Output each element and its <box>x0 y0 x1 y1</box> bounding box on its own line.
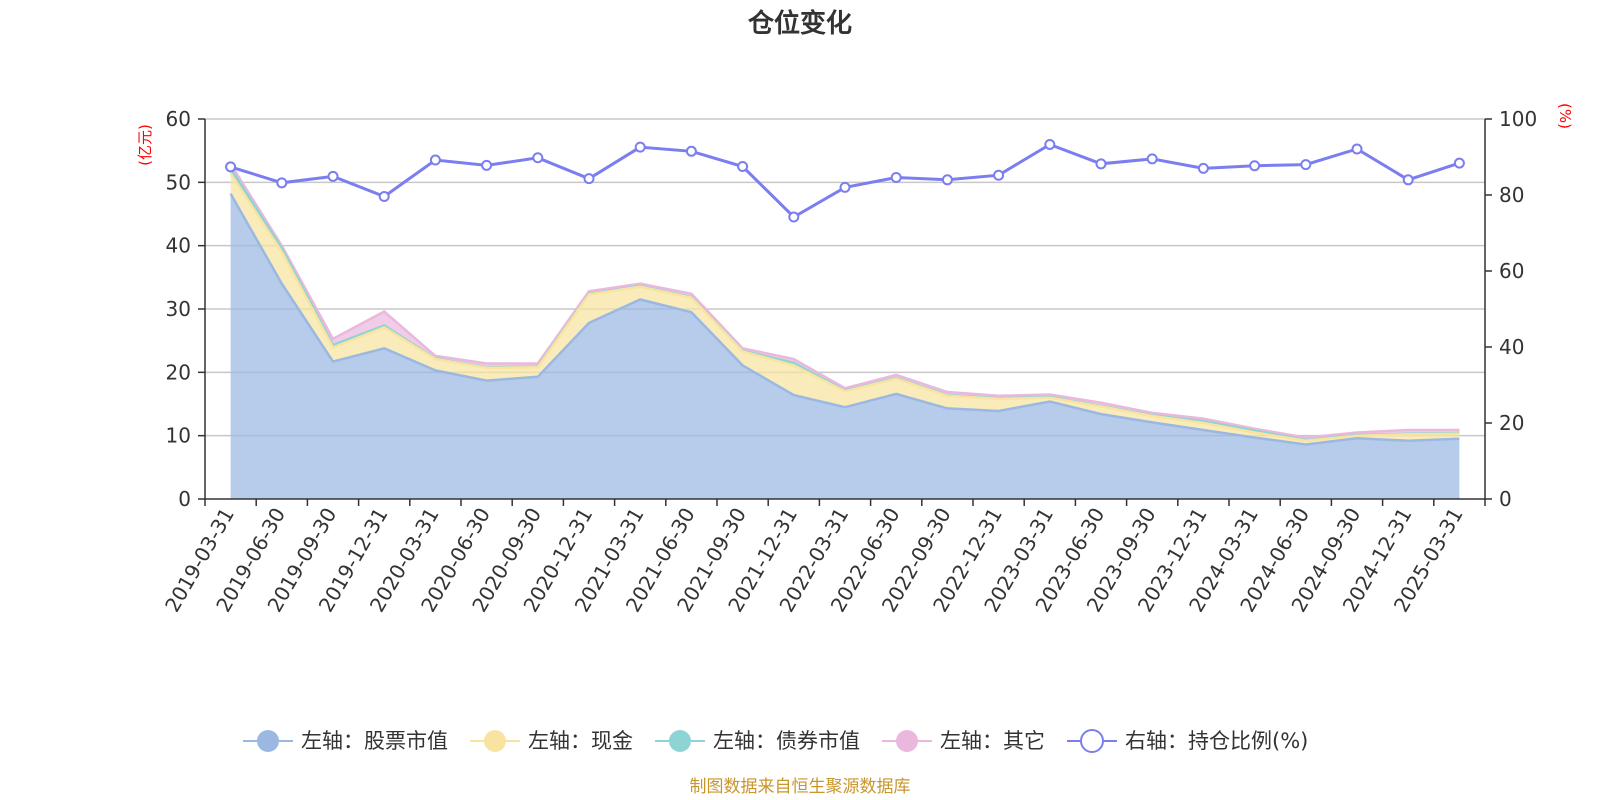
right-tick-label-2: 40 <box>1499 335 1524 359</box>
ratio-point-13 <box>890 172 902 184</box>
ratio-point-15 <box>993 169 1005 181</box>
left-tick-label-6: 60 <box>166 107 191 131</box>
ratio-point-20 <box>1249 160 1261 172</box>
right-tick-label-1: 20 <box>1499 411 1524 435</box>
ratio-point-8 <box>634 141 646 153</box>
ratio-line-series <box>225 138 1465 223</box>
legend-item-3: 左轴：其它 <box>882 729 1045 753</box>
ratio-point-6 <box>532 152 544 164</box>
area-edge-3 <box>229 163 1460 439</box>
left-tick-label-1: 10 <box>166 424 191 448</box>
right-axis-unit: (%) <box>1556 103 1574 129</box>
legend-label-4: 右轴：持仓比例(%) <box>1125 729 1308 753</box>
ratio-point-21 <box>1300 159 1312 171</box>
ratio-point-11 <box>788 211 800 223</box>
right-tick-label-3: 60 <box>1499 259 1524 283</box>
ratio-point-4 <box>429 154 441 166</box>
ratio-point-9 <box>685 145 697 157</box>
left-tick-label-4: 40 <box>166 234 191 258</box>
area-edge-1 <box>229 172 1460 442</box>
legend-label-0: 左轴：股票市值 <box>301 729 448 753</box>
legend-marker-3 <box>896 730 918 752</box>
legend-item-0: 左轴：股票市值 <box>243 729 448 753</box>
ratio-point-19 <box>1197 162 1209 174</box>
legend-label-2: 左轴：债券市值 <box>713 729 860 753</box>
ratio-point-7 <box>583 173 595 185</box>
left-tick-label-3: 30 <box>166 297 191 321</box>
right-tick-label-0: 0 <box>1499 487 1512 511</box>
left-tick-label-0: 0 <box>178 487 191 511</box>
ratio-point-22 <box>1351 143 1363 155</box>
ratio-point-14 <box>941 174 953 186</box>
ratio-line <box>230 142 1460 219</box>
left-axis-unit: (亿元) <box>136 124 154 166</box>
ratio-point-17 <box>1095 158 1107 170</box>
legend-marker-0 <box>257 730 279 752</box>
ratio-point-16 <box>1044 138 1056 150</box>
area-edge-0 <box>229 193 1460 446</box>
left-tick-label-2: 20 <box>166 360 191 384</box>
legend: 左轴：股票市值 左轴：现金 左轴：债券市值 左轴：其它 右轴：持仓比例(%) <box>243 729 1308 753</box>
area-series <box>229 163 1460 499</box>
legend-marker-1 <box>484 730 506 752</box>
legend-label-1: 左轴：现金 <box>528 729 633 753</box>
ratio-point-2 <box>327 170 339 182</box>
right-tick-label-4: 80 <box>1499 183 1524 207</box>
source-note: 制图数据来自恒生聚源数据库 <box>690 777 911 797</box>
legend-item-4: 右轴：持仓比例(%) <box>1067 729 1308 753</box>
ratio-point-10 <box>737 161 749 172</box>
legend-marker-2 <box>669 730 691 752</box>
legend-marker-4 <box>1080 729 1104 753</box>
ratio-point-3 <box>378 191 390 203</box>
ratio-point-5 <box>481 159 493 171</box>
ratio-point-12 <box>839 181 851 193</box>
ratio-point-0 <box>225 161 237 173</box>
chart-title: 仓位变化 <box>747 8 852 39</box>
legend-label-3: 左轴：其它 <box>940 729 1045 753</box>
ratio-point-23 <box>1402 174 1414 186</box>
legend-item-1: 左轴：现金 <box>470 729 633 753</box>
right-tick-label-5: 100 <box>1499 107 1537 131</box>
legend-item-2: 左轴：债券市值 <box>655 729 860 753</box>
ratio-point-1 <box>276 177 288 189</box>
left-tick-label-5: 50 <box>166 170 191 194</box>
ratio-point-18 <box>1146 153 1158 165</box>
ratio-point-24 <box>1453 157 1465 169</box>
